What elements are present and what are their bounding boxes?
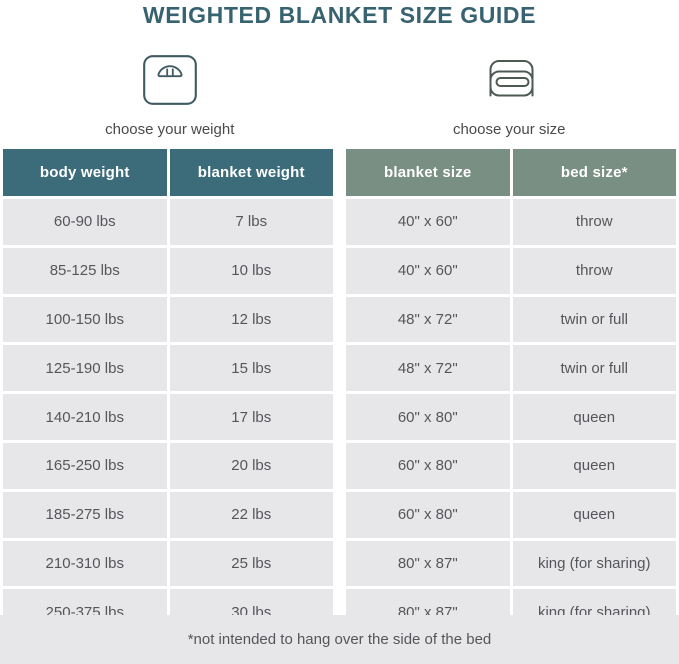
cell-bed-size: king (for sharing) [512,540,676,587]
table-row: 210-310 lbs 25 lbs [3,540,333,587]
cell-bed-size: queen [512,491,676,538]
cell-body-weight: 210-310 lbs [3,540,167,587]
footnote-bar: *not intended to hang over the side of t… [0,615,679,664]
cell-blanket-weight: 25 lbs [169,540,333,587]
cell-body-weight: 185-275 lbs [3,491,167,538]
weight-icon-group: choose your weight [0,52,340,144]
cell-blanket-weight: 17 lbs [169,394,333,440]
cell-blanket-size: 40" x 60" [346,247,510,294]
table-row: 140-210 lbs 17 lbs [3,394,333,440]
column-header-blanket-size: blanket size [346,149,510,196]
cell-blanket-size: 60" x 80" [346,491,510,538]
column-header-bed-size: bed size* [512,149,676,196]
table-row: 100-150 lbs 12 lbs [3,296,333,343]
cell-blanket-size: 60" x 80" [346,442,510,489]
table-row: 185-275 lbs 22 lbs [3,491,333,538]
column-header-blanket-weight: blanket weight [169,149,333,196]
folded-blanket-icon [480,52,538,108]
table-row: 40" x 60" throw [346,199,676,245]
size-icon-caption: choose your size [452,121,566,138]
size-icon-group: choose your size [340,52,679,144]
cell-blanket-size: 48" x 72" [346,345,510,392]
cell-blanket-size: 60" x 80" [346,394,510,440]
cell-bed-size: twin or full [512,296,676,343]
cell-blanket-weight: 22 lbs [169,491,333,538]
icon-row: choose your weight choose your size [0,52,679,144]
table-row: 48" x 72" twin or full [346,296,676,343]
cell-bed-size: twin or full [512,345,676,392]
tables-container: body weight blanket weight 60-90 lbs 7 l… [3,149,676,636]
weight-table-header-row: body weight blanket weight [3,149,333,196]
weight-icon-caption: choose your weight [105,121,235,138]
cell-body-weight: 60-90 lbs [3,199,167,245]
cell-blanket-weight: 7 lbs [169,199,333,245]
table-row: 165-250 lbs 20 lbs [3,442,333,489]
bathroom-scale-icon [142,52,198,108]
cell-body-weight: 165-250 lbs [3,442,167,489]
table-row: 125-190 lbs 15 lbs [3,345,333,392]
cell-bed-size: throw [512,247,676,294]
footnote-text: *not intended to hang over the side of t… [187,631,492,648]
cell-bed-size: queen [512,442,676,489]
cell-blanket-size: 48" x 72" [346,296,510,343]
cell-body-weight: 100-150 lbs [3,296,167,343]
size-table: blanket size bed size* 40" x 60" throw 4… [346,149,676,636]
cell-blanket-weight: 12 lbs [169,296,333,343]
cell-body-weight: 125-190 lbs [3,345,167,392]
table-row: 60" x 80" queen [346,394,676,440]
size-table-header-row: blanket size bed size* [346,149,676,196]
cell-blanket-weight: 10 lbs [169,247,333,294]
cell-blanket-weight: 15 lbs [169,345,333,392]
table-row: 60-90 lbs 7 lbs [3,199,333,245]
page-title: WEIGHTED BLANKET SIZE GUIDE [142,2,537,28]
cell-blanket-size: 80" x 87" [346,540,510,587]
table-row: 80" x 87" king (for sharing) [346,540,676,587]
cell-bed-size: queen [512,394,676,440]
cell-body-weight: 85-125 lbs [3,247,167,294]
table-row: 48" x 72" twin or full [346,345,676,392]
table-row: 40" x 60" throw [346,247,676,294]
column-header-body-weight: body weight [3,149,167,196]
table-row: 60" x 80" queen [346,442,676,489]
cell-body-weight: 140-210 lbs [3,394,167,440]
cell-blanket-size: 40" x 60" [346,199,510,245]
cell-blanket-weight: 20 lbs [169,442,333,489]
table-row: 60" x 80" queen [346,491,676,538]
weight-table: body weight blanket weight 60-90 lbs 7 l… [3,149,333,636]
cell-bed-size: throw [512,199,676,245]
table-row: 85-125 lbs 10 lbs [3,247,333,294]
